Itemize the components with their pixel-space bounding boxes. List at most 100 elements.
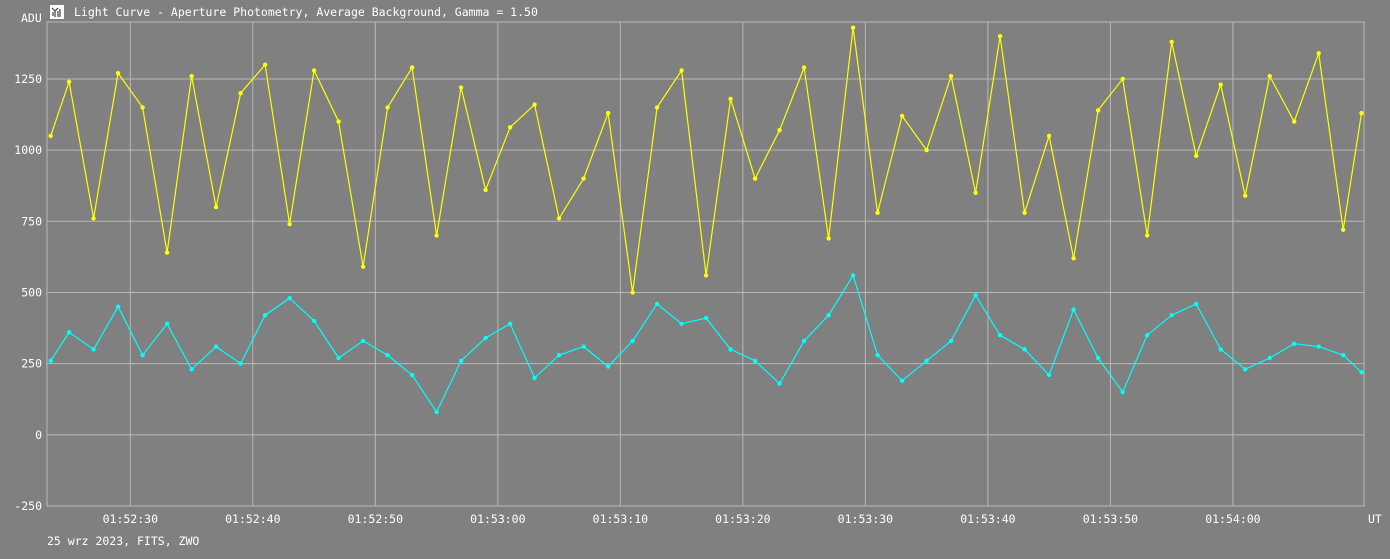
data-point <box>948 73 954 79</box>
y-tick-label: 1000 <box>14 143 42 157</box>
data-point <box>1120 389 1125 395</box>
data-point <box>238 361 243 366</box>
x-tick-label: 01:53:40 <box>960 512 1015 526</box>
chart-ticks: -250 0 250 500 750 1000 1250 01:52:30 01:52:40 01… <box>14 72 1260 526</box>
data-point <box>777 128 782 133</box>
data-point <box>1316 344 1321 349</box>
data-point <box>164 321 170 326</box>
data-point <box>850 25 856 30</box>
data-point <box>532 102 537 107</box>
data-point <box>1359 370 1364 375</box>
data-point <box>1218 347 1223 352</box>
data-point <box>1095 355 1101 361</box>
data-point <box>801 65 807 70</box>
y-tick-label: 500 <box>21 285 42 299</box>
data-point <box>1046 133 1052 139</box>
data-point <box>997 34 1003 39</box>
data-point <box>164 250 170 255</box>
data-point <box>140 352 145 358</box>
chart-series <box>48 25 1364 415</box>
data-point <box>826 313 831 318</box>
data-point <box>115 304 121 309</box>
data-point <box>458 85 464 90</box>
x-tick-label: 01:53:50 <box>1083 512 1138 526</box>
data-point <box>1071 307 1076 312</box>
data-point <box>434 409 439 415</box>
footer-info: 25 wrz 2023, FITS, ZWO <box>47 534 200 548</box>
data-point <box>434 233 439 238</box>
y-tick-label: 1250 <box>14 72 42 86</box>
data-point <box>605 110 611 116</box>
title-bar: Light Curve - Aperture Photometry, Avera… <box>50 3 538 21</box>
x-tick-label: 01:52:40 <box>225 512 280 526</box>
data-point <box>826 236 831 241</box>
data-point <box>238 91 243 96</box>
data-point <box>262 62 268 67</box>
data-point <box>728 347 733 352</box>
x-tick-label: 01:54:00 <box>1205 512 1260 526</box>
data-point <box>1095 108 1101 113</box>
data-point <box>630 290 635 295</box>
data-point <box>91 216 96 221</box>
data-point <box>483 187 488 193</box>
data-point <box>924 147 929 153</box>
series-line-1 <box>50 27 1363 293</box>
data-point <box>997 333 1003 338</box>
data-point <box>1071 256 1076 261</box>
data-point <box>1046 372 1052 378</box>
data-point <box>1292 341 1297 346</box>
data-point <box>973 293 978 298</box>
data-point <box>581 176 586 181</box>
data-point <box>899 113 905 119</box>
data-point <box>654 105 660 110</box>
data-point <box>507 321 513 326</box>
data-point <box>1145 333 1150 338</box>
data-point <box>1022 347 1027 352</box>
data-point <box>1267 73 1272 79</box>
data-point <box>48 358 53 363</box>
data-point <box>336 355 341 361</box>
data-point <box>360 338 366 344</box>
data-point <box>556 352 562 358</box>
light-curve-app-icon[interactable] <box>50 5 64 19</box>
data-point <box>91 347 96 352</box>
series-line-2 <box>50 273 1362 414</box>
data-point <box>1359 110 1364 116</box>
data-point <box>1341 227 1346 232</box>
data-point <box>458 358 464 363</box>
data-point <box>507 125 513 130</box>
data-point <box>752 358 758 363</box>
data-point <box>654 301 660 307</box>
x-tick-label: 01:52:50 <box>348 512 403 526</box>
data-point <box>532 375 537 381</box>
data-point <box>679 68 684 73</box>
data-point <box>311 68 317 73</box>
data-point <box>1194 301 1199 307</box>
data-point <box>924 358 929 363</box>
data-point <box>1243 367 1248 372</box>
data-point <box>1022 210 1027 215</box>
data-point <box>140 105 145 110</box>
data-point <box>556 216 562 221</box>
x-tick-label: 01:52:30 <box>103 512 158 526</box>
data-point <box>213 204 219 210</box>
data-point <box>850 273 856 278</box>
data-point <box>48 133 53 139</box>
data-point <box>1243 193 1248 198</box>
data-point <box>777 381 782 386</box>
data-point <box>189 73 194 79</box>
data-point <box>948 338 954 344</box>
plot-frame <box>46 21 1365 507</box>
data-point <box>752 176 758 181</box>
y-axis-label: ADU <box>21 11 42 25</box>
data-point <box>899 378 905 383</box>
data-point <box>189 367 194 372</box>
data-point <box>801 338 807 344</box>
chart-grid <box>46 21 1365 507</box>
x-tick-label: 01:53:30 <box>838 512 893 526</box>
data-point <box>1218 82 1223 87</box>
data-point <box>1120 76 1125 82</box>
y-tick-label: 0 <box>35 428 42 442</box>
data-point <box>287 221 292 227</box>
